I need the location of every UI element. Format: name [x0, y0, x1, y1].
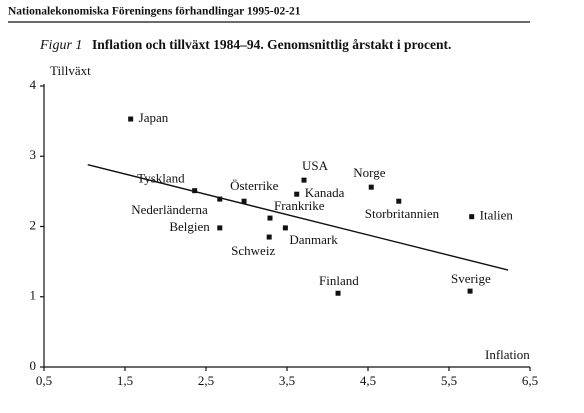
figure-label: Figur 1 [39, 38, 82, 53]
point-label: Danmark [289, 232, 338, 247]
x-tick-label: 0,5 [36, 373, 52, 388]
point-label: Finland [319, 273, 359, 288]
point [128, 116, 134, 122]
point-label: Kanada [305, 185, 345, 200]
x-tick-label: 1,5 [117, 373, 133, 388]
point [282, 225, 288, 231]
point [335, 290, 341, 296]
point-label: Sverige [451, 271, 491, 286]
point-label: USA [302, 158, 329, 173]
point-label: Belgien [169, 219, 210, 234]
x-tick-label: 5,5 [441, 373, 457, 388]
y-tick-label: 1 [30, 288, 37, 303]
point [192, 188, 198, 194]
chart-title: Inflation och tillväxt 1984–94. Genomsni… [92, 37, 451, 52]
y-tick-label: 2 [30, 217, 37, 232]
point [467, 288, 473, 294]
x-axis-label: Inflation [485, 347, 530, 362]
point-label: Österrike [230, 178, 279, 193]
y-tick-label: 4 [30, 77, 37, 92]
point-label: Nederländerna [131, 202, 208, 217]
y-axis-label: Tillväxt [50, 63, 91, 78]
point-label: Japan [139, 110, 169, 125]
x-tick-label: 3,5 [279, 373, 295, 388]
point-label: Frankrike [274, 198, 325, 213]
point-label: Norge [353, 165, 385, 180]
header: Nationalekonomiska Föreningens förhandli… [8, 6, 301, 18]
point [294, 191, 300, 197]
point-label: Italien [480, 208, 514, 223]
point-label: Schweiz [231, 243, 275, 258]
point [396, 198, 402, 204]
point [217, 196, 223, 202]
x-tick-label: 2,5 [198, 373, 214, 388]
y-tick-label: 0 [30, 358, 37, 373]
point [217, 225, 223, 231]
point [301, 177, 307, 183]
point-label: Storbritannien [365, 206, 440, 221]
point [266, 234, 272, 240]
y-tick-label: 3 [30, 147, 37, 162]
point [469, 214, 475, 220]
point-label: Tyskland [137, 171, 185, 186]
point [241, 198, 247, 204]
x-tick-label: 6,5 [522, 373, 538, 388]
point [368, 184, 374, 190]
trend-line [87, 164, 509, 271]
x-tick-label: 4,5 [360, 373, 376, 388]
point [267, 215, 273, 221]
